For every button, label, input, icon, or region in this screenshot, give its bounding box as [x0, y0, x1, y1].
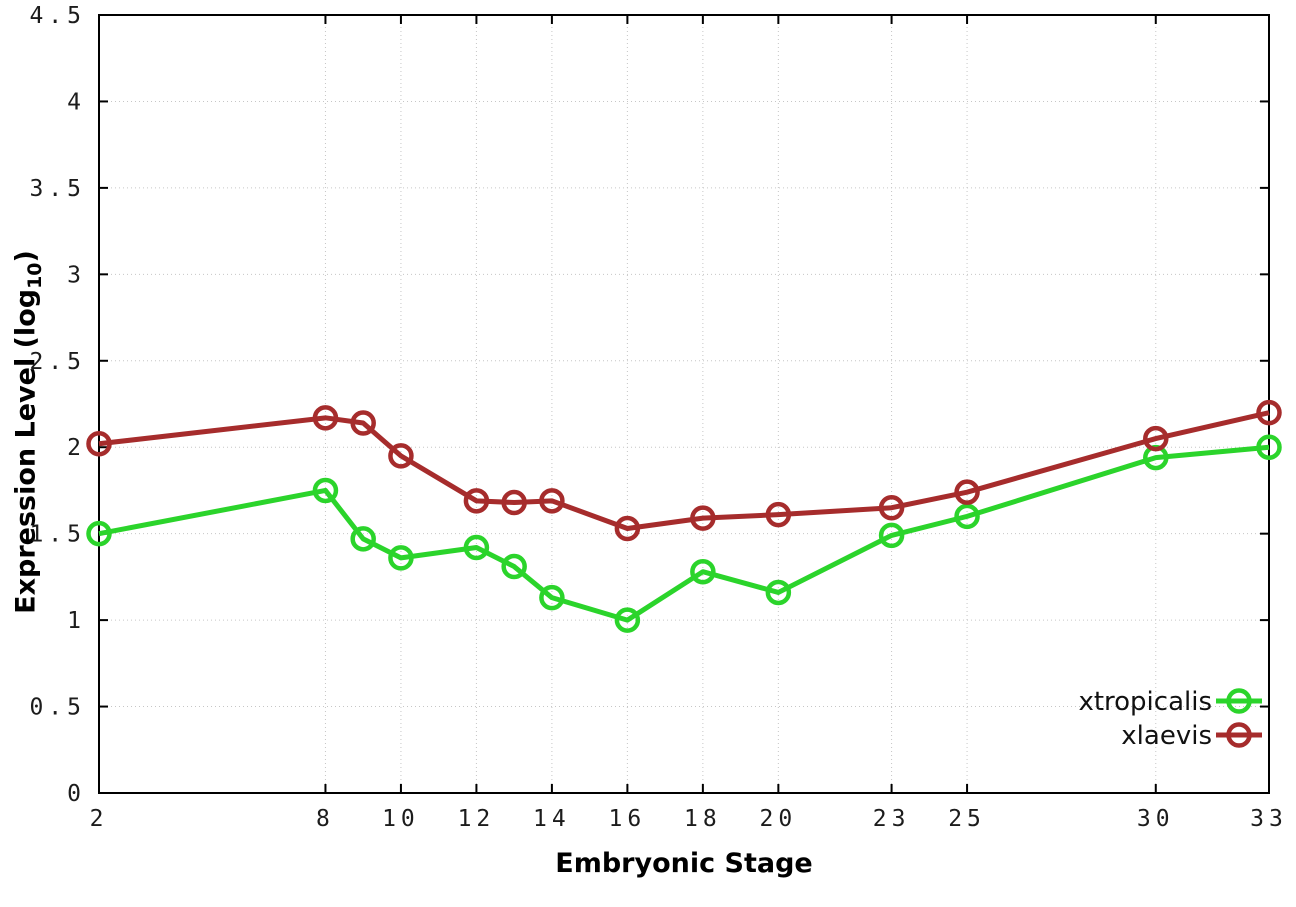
data-point-xlaevis — [501, 489, 527, 516]
data-point-xtropicalis — [312, 477, 339, 504]
y-tick-label: 0.5 — [29, 695, 86, 721]
y-tick-label: 1 — [67, 608, 86, 634]
legend-sample-marker-xlaevis — [1226, 722, 1252, 748]
x-tick-label: 20 — [760, 806, 798, 832]
x-tick-label: 30 — [1137, 806, 1175, 832]
data-point-xtropicalis — [388, 545, 414, 571]
data-point-xtropicalis — [765, 579, 792, 606]
legend-label-xtropicalis: xtropicalis — [1078, 687, 1212, 717]
y-tick-label: 3 — [67, 262, 86, 288]
x-axis-title: Embryonic Stage — [555, 848, 813, 879]
x-tick-label: 12 — [458, 806, 496, 832]
data-point-xtropicalis — [1256, 434, 1282, 460]
y-tick-label: 3.5 — [29, 176, 86, 202]
x-tick-label: 2 — [90, 806, 109, 832]
data-point-xlaevis — [614, 515, 641, 542]
data-point-xlaevis — [954, 479, 980, 505]
data-point-xlaevis — [388, 443, 414, 469]
data-point-xtropicalis — [954, 503, 980, 530]
data-point-xlaevis — [690, 505, 716, 531]
data-point-xlaevis — [1143, 425, 1169, 452]
legend-label-xlaevis: xlaevis — [1121, 721, 1212, 751]
data-point-xlaevis — [86, 431, 112, 457]
data-point-xlaevis — [765, 501, 792, 528]
data-point-xtropicalis — [539, 584, 565, 611]
x-tick-label: 8 — [316, 806, 335, 832]
x-tick-label: 10 — [382, 806, 420, 832]
x-tick-label: 16 — [609, 806, 647, 832]
data-point-xlaevis — [1256, 399, 1282, 426]
data-point-xlaevis — [312, 405, 339, 431]
plot-border — [98, 14, 1270, 794]
series-line-xtropicalis — [98, 444, 1270, 623]
data-point-xtropicalis — [350, 526, 376, 552]
data-point-xtropicalis — [501, 553, 527, 580]
data-point-xtropicalis — [878, 522, 905, 549]
y-tick-label: 0 — [67, 781, 86, 807]
y-tick-label: 2 — [67, 435, 86, 461]
data-point-xtropicalis — [463, 534, 490, 561]
series-line-xlaevis — [98, 410, 1270, 531]
y-tick-label: 2.5 — [29, 349, 86, 375]
legend-sample-marker-xtropicalis — [1226, 688, 1252, 714]
data-point-xlaevis — [878, 494, 905, 521]
data-point-xtropicalis — [86, 520, 112, 547]
data-point-xtropicalis — [690, 558, 716, 585]
x-tick-label: 14 — [533, 806, 571, 832]
x-tick-label: 23 — [873, 806, 911, 832]
data-point-xlaevis — [350, 410, 376, 436]
data-point-xlaevis — [539, 488, 565, 514]
y-tick-label: 4 — [67, 89, 86, 115]
y-tick-label: 1.5 — [29, 522, 86, 548]
data-point-xtropicalis — [614, 607, 641, 633]
y-tick-label: 4.5 — [29, 3, 86, 29]
data-point-xlaevis — [463, 488, 490, 514]
x-tick-label: 25 — [948, 806, 986, 832]
x-tick-label: 18 — [684, 806, 722, 832]
x-tick-label: 33 — [1250, 806, 1288, 832]
